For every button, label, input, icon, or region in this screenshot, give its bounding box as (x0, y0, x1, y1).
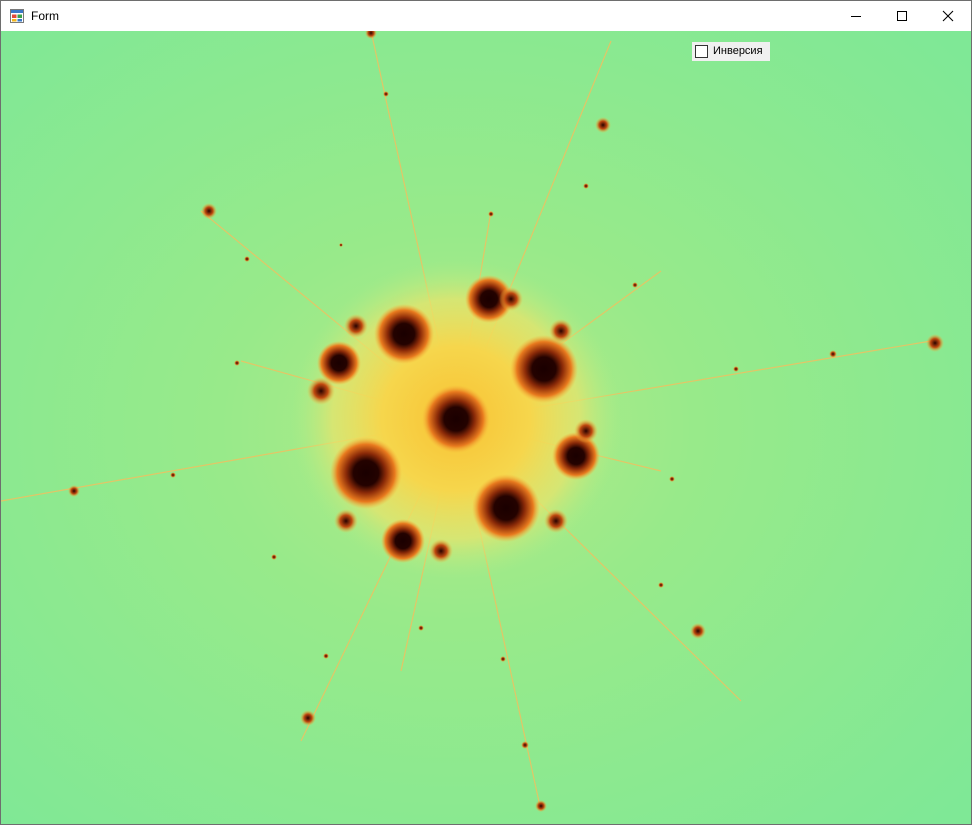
minimize-button[interactable] (833, 1, 879, 31)
window-title: Form (31, 9, 59, 23)
fractal-main-lobes (307, 275, 600, 563)
title-bar[interactable]: Form (1, 1, 971, 31)
winforms-app-icon (10, 9, 24, 23)
maximize-button[interactable] (879, 1, 925, 31)
close-button[interactable] (925, 1, 971, 31)
client-area: Инверсия (1, 31, 971, 825)
maximize-icon (897, 11, 907, 21)
fractal-satellites (68, 31, 944, 812)
minimize-icon (851, 16, 861, 17)
fractal-canvas[interactable] (1, 31, 971, 825)
inversion-checkbox-label: Инверсия (713, 45, 763, 57)
inversion-checkbox[interactable]: Инверсия (692, 42, 770, 61)
checkbox-box[interactable] (695, 45, 708, 58)
close-icon (942, 10, 954, 22)
